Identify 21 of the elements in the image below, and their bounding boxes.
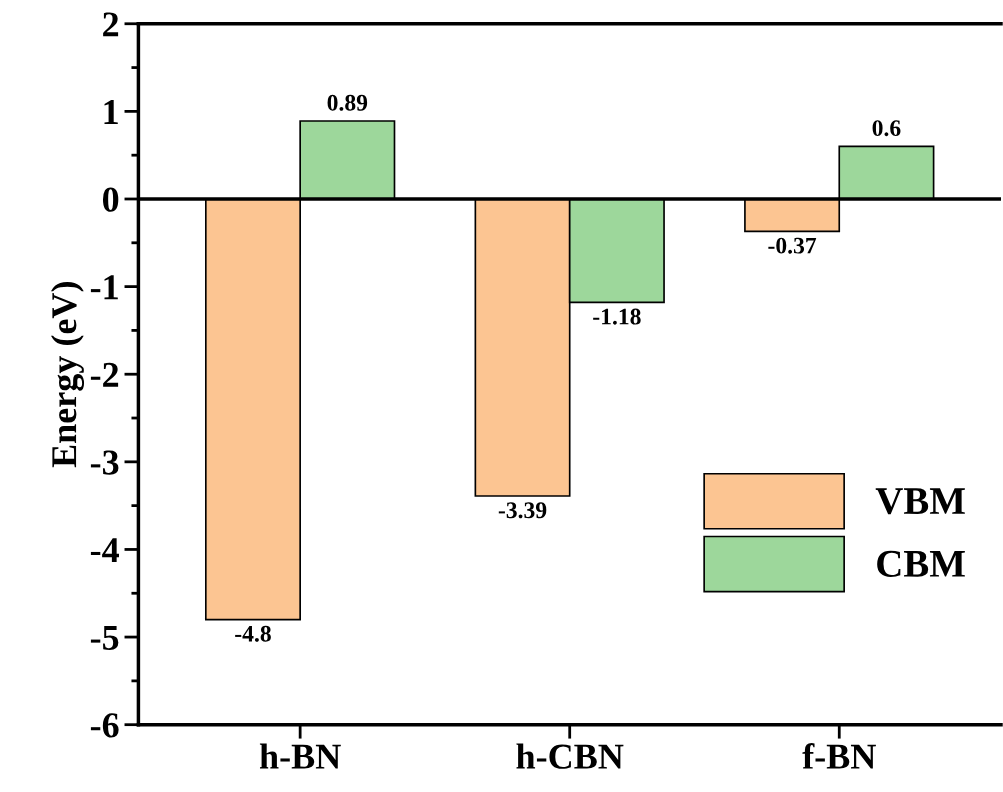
data-label: 0.89 xyxy=(327,94,368,111)
x-tick-label: h-CBN xyxy=(516,743,624,769)
legend-label: VBM xyxy=(875,488,965,515)
y-tick-label: 1 xyxy=(104,100,118,124)
y-tick-label: -1 xyxy=(90,275,118,300)
y-tick-label: -5 xyxy=(90,625,119,650)
y-tick-label: -6 xyxy=(90,713,119,738)
y-axis-title: Energy (eV) xyxy=(51,282,85,468)
data-label: -1.18 xyxy=(593,308,641,325)
y-tick-label: -4 xyxy=(90,538,119,562)
data-label: -3.39 xyxy=(498,502,547,519)
data-label: 0.6 xyxy=(872,120,901,137)
data-label: -0.37 xyxy=(768,237,817,254)
x-tick-label: h-BN xyxy=(259,743,341,769)
x-tick-label: f-BN xyxy=(802,743,876,769)
y-tick-label: 0 xyxy=(102,187,119,212)
y-tick-label: -3 xyxy=(90,450,119,475)
y-tick-label: 2 xyxy=(103,12,119,37)
legend-label: CBM xyxy=(877,550,965,577)
data-label: -4.8 xyxy=(235,625,271,642)
y-tick-label: -2 xyxy=(90,362,119,387)
